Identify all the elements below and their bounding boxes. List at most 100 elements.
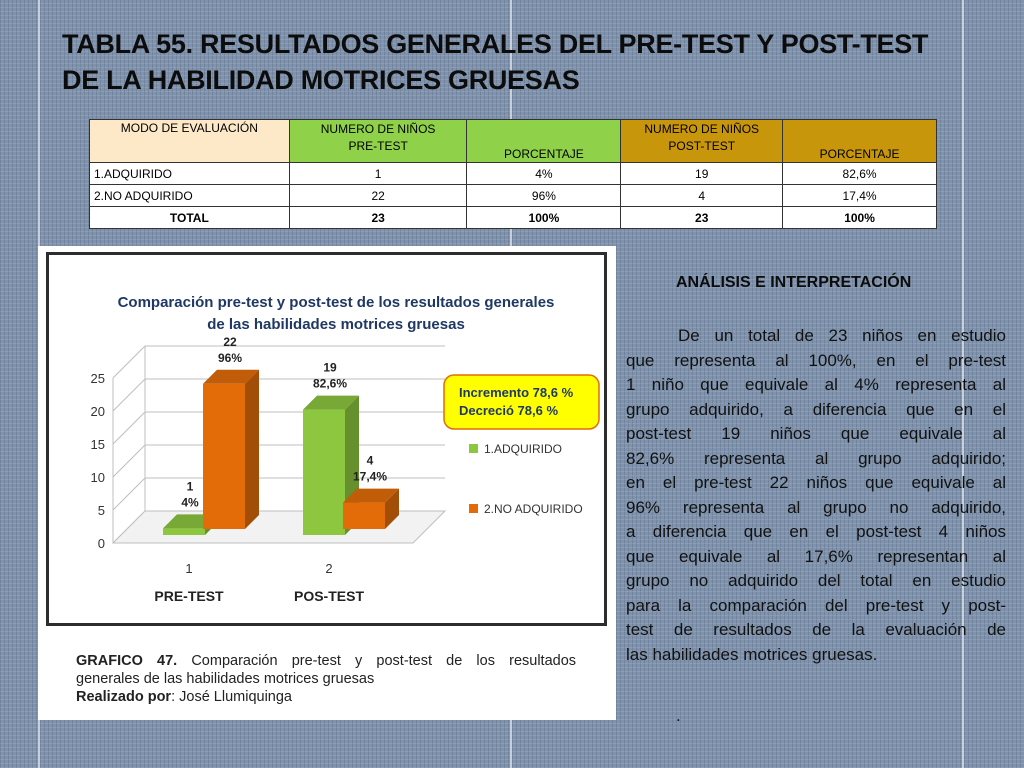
total-post-count: 23 [620, 206, 784, 229]
analysis-line: 1 niño que equivale al 4% representa al [626, 375, 1006, 394]
chart-panel: Comparación pre-test y post-test de los … [38, 246, 616, 720]
analysis-line: grupo no adquirido del total en estudio [626, 571, 1006, 590]
header-mode: MODO DE EVALUACIÓN [89, 119, 290, 163]
slide-title-line-2: DE LA HABILIDAD MOTRICES GRUESAS [62, 65, 580, 95]
data-label-count: 4 [367, 454, 374, 468]
caption-label: GRAFICO 47. [76, 653, 178, 669]
figure-caption: GRAFICO 47. Comparación pre-test y post-… [76, 652, 576, 706]
gridline-diagonal [112, 477, 146, 511]
legend-label: 1.ADQUIRIDO [484, 442, 562, 456]
row-post-pct: 82,6% [782, 162, 937, 185]
table-row: 2.NO ADQUIRIDO 22 96% 4 17,4% [89, 184, 937, 207]
y-tick-label: 20 [91, 404, 105, 419]
y-tick-label: 5 [98, 503, 105, 518]
header-pre-count: NUMERO DE NIÑOS PRE-TEST [288, 119, 468, 163]
table-total-row: TOTAL 23 100% 23 100% [89, 206, 937, 229]
table-header-row: MODO DE EVALUACIÓN NUMERO DE NIÑOS PRE-T… [89, 119, 937, 163]
bar-side [385, 488, 399, 529]
bar-side [245, 369, 259, 529]
analysis-line: en el pre-test 22 niños que equivale al [626, 473, 1006, 492]
analysis-line: que representa al 100%, en el pre-test [626, 350, 1006, 370]
gridline-diagonal [112, 444, 146, 478]
data-label-percent: 4% [181, 495, 199, 509]
data-label-count: 19 [323, 361, 337, 375]
bar-front [343, 502, 385, 529]
total-post-pct: 100% [782, 206, 937, 229]
bar-front [303, 409, 345, 535]
row-pre-count: 22 [288, 184, 468, 207]
bar-front [203, 383, 245, 529]
gridline-diagonal [112, 411, 146, 445]
annotation-box [443, 374, 600, 430]
header-pre-pct: PORCENTAJE [466, 119, 622, 163]
row-mode: 2.NO ADQUIRIDO [89, 184, 290, 207]
analysis-line: grupo adquirido, a diferencia que en el [626, 399, 1006, 419]
trailing-mark: . [676, 706, 681, 725]
header-pre-count-line-1: NUMERO DE NIÑOS [320, 122, 436, 136]
analysis-line: De un total de 23 niños en estudio [678, 326, 1006, 345]
y-tick-label: 15 [91, 437, 105, 452]
analysis-line: 96% representa al grupo no adquirido, [626, 497, 1006, 517]
data-label-percent: 17,4% [353, 470, 387, 484]
caption-author: : José Llumiquinga [171, 689, 292, 705]
analysis-line: que equivale al 17,6% representan al [626, 546, 1006, 566]
row-post-count: 19 [620, 162, 784, 185]
legend-swatch [469, 444, 478, 453]
data-label-count: 1 [187, 479, 194, 493]
caption-text-2: generales de las habilidades motrices gr… [76, 671, 375, 687]
header-pre-count-line-2: PRE-TEST [348, 139, 408, 153]
total-mode: TOTAL [89, 206, 290, 229]
caption-author-label: Realizado por [76, 689, 172, 705]
bar-chart: Comparación pre-test y post-test de los … [91, 294, 600, 604]
row-mode: 1.ADQUIRIDO [89, 162, 290, 185]
bar-top [343, 488, 399, 503]
analysis-title: ANÁLISIS E INTERPRETACIÓN [676, 274, 912, 291]
x-tick-label: 2 [325, 561, 332, 576]
row-pre-pct: 96% [466, 184, 622, 207]
table-row: 1.ADQUIRIDO 1 4% 19 82,6% [89, 162, 937, 185]
bar-top [203, 369, 259, 384]
y-tick-label: 10 [91, 470, 105, 485]
legend-label: 2.NO ADQUIRIDO [484, 502, 583, 516]
analysis-line: test de resultados de la evaluación de [626, 620, 1006, 639]
total-pre-pct: 100% [466, 206, 622, 229]
row-post-pct: 17,4% [782, 184, 937, 207]
caption-text-1: Comparación pre-test y post-test de los … [191, 653, 577, 669]
analysis-line: las habilidades motrices gruesas. [626, 644, 878, 664]
legend-swatch [469, 504, 478, 513]
category-label: POS-TEST [294, 588, 364, 604]
x-tick-label: 1 [185, 561, 192, 576]
header-post-count-line-1: NUMERO DE NIÑOS [644, 122, 760, 136]
category-label: PRE-TEST [154, 588, 224, 604]
slide-title-line-1: TABLA 55. RESULTADOS GENERALES DEL PRE-T… [62, 29, 929, 59]
gridline-diagonal [112, 378, 146, 412]
row-post-count: 4 [620, 184, 784, 207]
header-post-count-line-2: POST-TEST [668, 139, 736, 153]
row-pre-count: 1 [288, 162, 468, 185]
gridline-diagonal [112, 345, 146, 379]
y-tick-label: 25 [91, 371, 105, 386]
slide-title: TABLA 55. RESULTADOS GENERALES DEL PRE-T… [62, 26, 982, 98]
analysis-line: post-test 19 niños que equivale al [626, 424, 1006, 443]
data-label-percent: 96% [218, 351, 242, 365]
chart-title: de las habilidades motrices gruesas [207, 316, 465, 333]
analysis-body: De un total de 23 niños en estudio que r… [626, 324, 1006, 667]
data-label-count: 22 [223, 335, 237, 349]
total-pre-count: 23 [288, 206, 468, 229]
bar-top [303, 395, 359, 410]
header-post-count: NUMERO DE NIÑOS POST-TEST [620, 119, 784, 163]
row-pre-pct: 4% [466, 162, 622, 185]
caption-line-1: GRAFICO 47. Comparación pre-test y post-… [76, 652, 576, 670]
chart-frame: Comparación pre-test y post-test de los … [46, 252, 607, 626]
chart-title: Comparación pre-test y post-test de los … [118, 294, 555, 311]
results-table: MODO DE EVALUACIÓN NUMERO DE NIÑOS PRE-T… [89, 119, 937, 229]
analysis-line: a diferencia que en el post-test 4 niños [626, 522, 1006, 541]
header-post-pct: PORCENTAJE [782, 119, 937, 163]
annotation-text: Decreció 78,6 % [459, 403, 558, 418]
data-label-percent: 82,6% [313, 377, 347, 391]
analysis-line: para la comparación del pre-test y post- [626, 595, 1006, 615]
caption-line-3: Realizado por: José Llumiquinga [76, 688, 576, 706]
y-tick-label: 0 [98, 536, 105, 551]
annotation-text: Incremento 78,6 % [459, 385, 574, 400]
analysis-line: 82,6% representa al grupo adquirido; [626, 448, 1006, 468]
